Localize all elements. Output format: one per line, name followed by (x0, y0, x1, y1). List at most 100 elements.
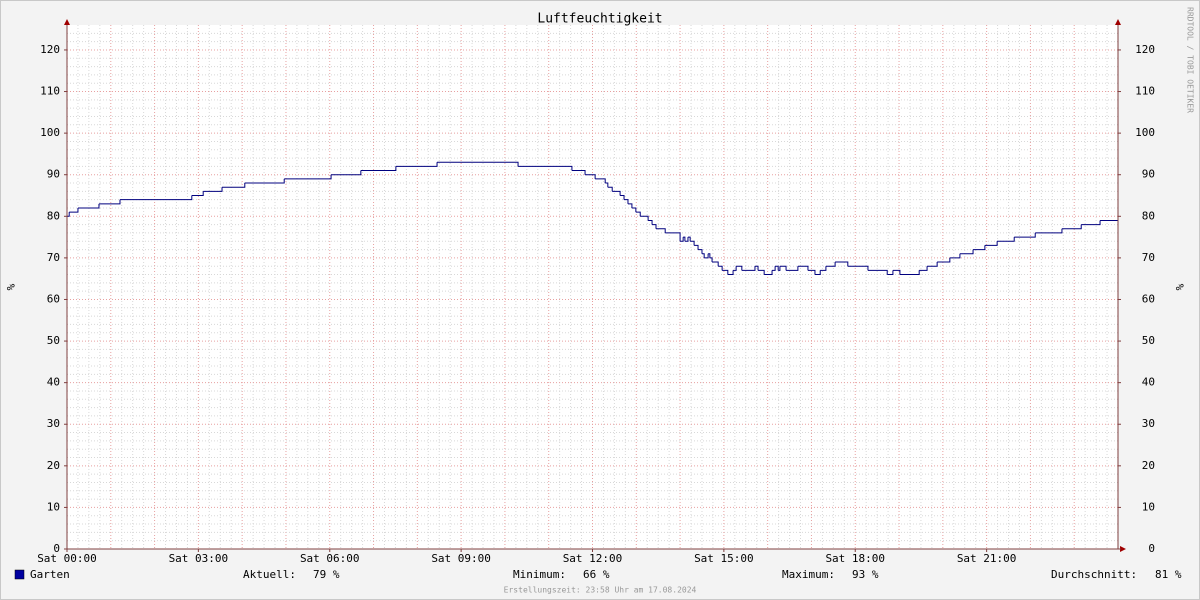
y-tick-label: 0 (53, 542, 60, 555)
line-step (69, 207, 79, 213)
y2-tick-label: 120 (1135, 43, 1155, 56)
line-step (754, 265, 759, 271)
line-step (607, 186, 613, 192)
line-step (820, 266, 827, 271)
line-step (764, 270, 773, 276)
line-step (973, 245, 986, 251)
line-step (680, 237, 684, 242)
line-step (690, 240, 695, 246)
line-step (98, 199, 121, 205)
line-step (1014, 232, 1036, 238)
line-step (203, 187, 223, 192)
line-step (395, 162, 438, 167)
line-step (919, 266, 928, 271)
line-step (648, 219, 653, 225)
line-step (222, 183, 246, 188)
line-step (741, 266, 756, 271)
line-step (191, 191, 204, 197)
legend-label: Garten (30, 568, 70, 581)
y-tick-label: 70 (47, 251, 60, 264)
stat-label: Aktuell: (243, 568, 296, 581)
line-step (119, 195, 193, 201)
y2-tick-label: 110 (1135, 85, 1155, 98)
line-step (687, 236, 691, 242)
line-step (612, 190, 621, 196)
line-step (67, 212, 70, 217)
line-step (1061, 224, 1082, 230)
footer: Erstellungszeit: 23:58 Uhr am 17.08.2024 (504, 586, 697, 595)
line-step (786, 266, 799, 271)
x-tick-label: Sat 21:00 (957, 552, 1017, 565)
line-step (284, 174, 332, 180)
line-step (778, 266, 781, 271)
axes (64, 19, 1126, 552)
x-tick-label: Sat 12:00 (563, 552, 623, 565)
y2-tick-label: 60 (1142, 292, 1155, 305)
line-step (984, 241, 998, 246)
y2-tick-label: 70 (1142, 251, 1155, 264)
y-tick-label: 90 (47, 168, 60, 181)
line-step (927, 262, 938, 267)
line-step (684, 237, 689, 242)
line-step (77, 203, 100, 209)
x-tick-label: Sat 18:00 (825, 552, 885, 565)
line-step (1035, 228, 1063, 234)
y-tick-label: 50 (47, 334, 60, 347)
line-step (631, 207, 637, 213)
line-step (244, 178, 285, 184)
line-step (997, 237, 1015, 242)
x-tick-label: Sat 00:00 (37, 552, 97, 565)
x-tick-label: Sat 03:00 (169, 552, 229, 565)
stat-value: 79 % (313, 568, 340, 581)
line-step (652, 224, 657, 229)
axis-arrow (1115, 19, 1121, 25)
y-tick-label: 10 (47, 500, 60, 513)
y2-tick-label: 50 (1142, 334, 1155, 347)
line-step (635, 211, 641, 217)
y2-tick-label: 10 (1142, 500, 1155, 513)
line-step (712, 261, 719, 267)
line-step (605, 182, 609, 188)
y-tick-label: 80 (47, 209, 60, 222)
line-step (727, 270, 734, 276)
line-step (665, 232, 681, 242)
line-step (704, 253, 709, 259)
y2-tick-label: 0 (1148, 542, 1155, 555)
line-step (331, 170, 362, 176)
stat-value: 66 % (583, 568, 610, 581)
y2-tick-label: 30 (1142, 417, 1155, 430)
stat-label: Maximum: (782, 568, 835, 581)
y2-tick-label: 100 (1135, 126, 1155, 139)
x-tick-label: Sat 09:00 (431, 552, 491, 565)
line-step (825, 262, 836, 267)
line-step (694, 244, 699, 250)
x-tick-label: Sat 15:00 (694, 552, 754, 565)
y2-tick-label: 20 (1142, 459, 1155, 472)
line-step (655, 228, 666, 233)
y2-axis-label: % (1173, 284, 1186, 291)
line-step (640, 215, 649, 221)
y-tick-label: 20 (47, 459, 60, 472)
line-step (814, 270, 821, 276)
y-tick-label: 100 (40, 126, 60, 139)
line-step (847, 265, 869, 271)
y-tick-label: 110 (40, 85, 60, 98)
stat-label: Minimum: (513, 568, 566, 581)
line-step (627, 203, 633, 208)
line-step (937, 257, 951, 263)
line-step (772, 266, 776, 271)
x-tick-label: Sat 06:00 (300, 552, 360, 565)
y-tick-label: 60 (47, 292, 60, 305)
axis-arrow (1120, 546, 1126, 552)
y2-tick-label: 40 (1142, 376, 1155, 389)
y2-tick-label: 90 (1142, 168, 1155, 181)
y2-tick-label: 80 (1142, 209, 1155, 222)
line-step (1081, 220, 1101, 226)
line-step (708, 253, 711, 258)
stat-value: 93 % (852, 568, 879, 581)
line-step (892, 269, 901, 275)
chart-title: Luftfeuchtigkeit (537, 12, 662, 27)
y-tick-label: 30 (47, 417, 60, 430)
